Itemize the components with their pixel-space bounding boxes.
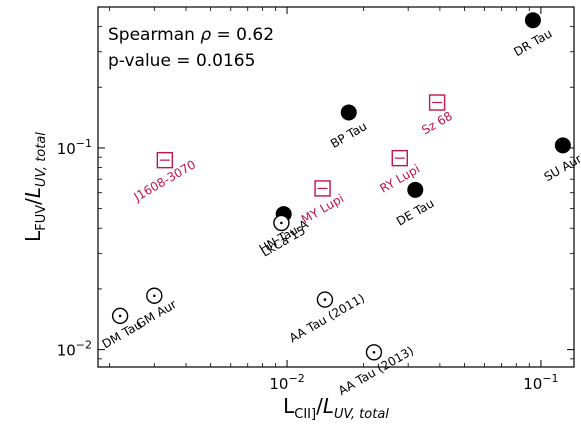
x-axis-label: LCII]/LUV, total <box>283 394 389 422</box>
point-label: DE Tau <box>394 196 436 229</box>
x-tick-label: 10−2 <box>269 372 304 393</box>
axis-ticks: 10−2 10−1 10−2 10−1 <box>57 7 574 393</box>
p-value-annotation: p-value = 0.0165 <box>108 51 255 71</box>
data-points <box>111 12 571 361</box>
y-tick-label: 10−2 <box>57 339 92 360</box>
point-label: J1608-3070 <box>131 157 199 204</box>
point-dotted-square <box>314 180 331 197</box>
point-label: DR Tau <box>511 26 554 59</box>
point-filled-circle <box>554 137 571 154</box>
point-center-dot <box>153 294 156 298</box>
point-center-dot <box>280 221 283 225</box>
x-tick-label: 10−1 <box>523 372 558 393</box>
point-filled-circle <box>340 104 357 121</box>
point-filled-circle <box>407 181 424 198</box>
point-dotted-square <box>391 149 408 167</box>
point-center-dot <box>118 314 122 318</box>
point-center-dot <box>372 350 376 354</box>
point-center-dot <box>323 298 327 301</box>
point-label: SU Aur <box>542 152 581 185</box>
point-label: Sz 68 <box>419 109 455 138</box>
point-dotted-square <box>156 151 174 169</box>
plot-frame <box>97 6 575 368</box>
point-label: BP Tau <box>328 119 369 151</box>
spearman-annotation: Spearman ρ = 0.62 <box>108 25 274 45</box>
y-axis-label: LFUV/LUV, total <box>21 132 49 242</box>
point-filled-circle <box>524 12 541 29</box>
y-tick-label: 10−1 <box>57 137 92 158</box>
point-dotted-square <box>428 94 446 111</box>
